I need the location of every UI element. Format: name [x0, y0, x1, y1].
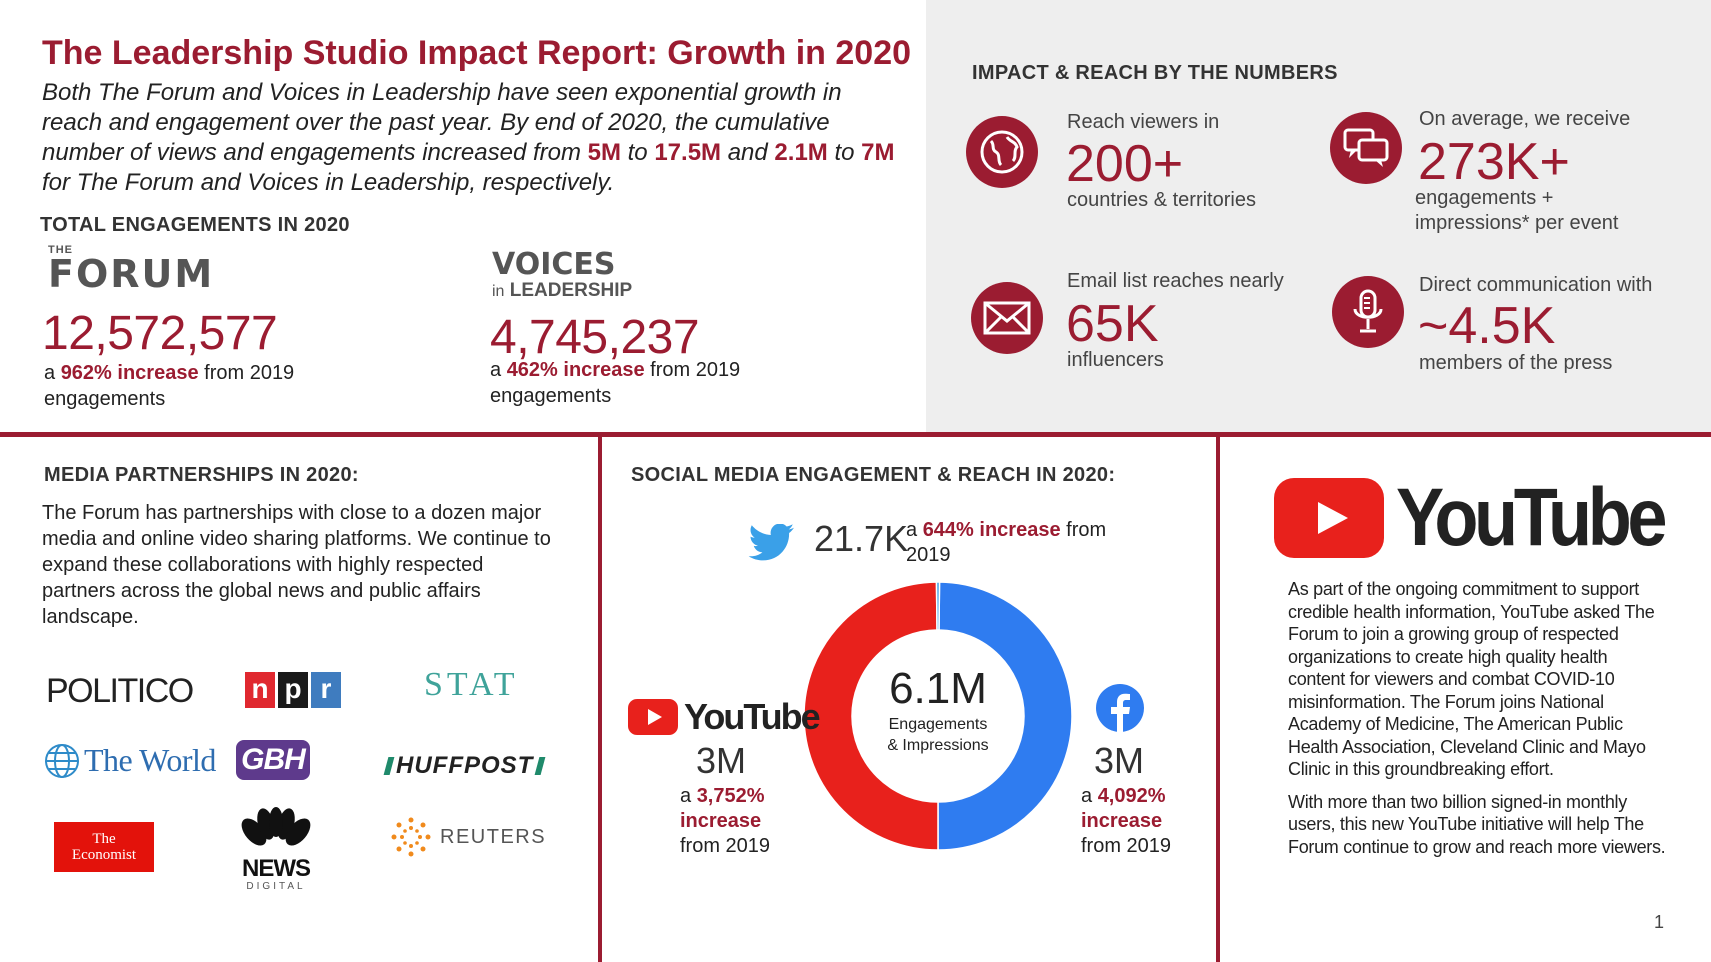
youtube-logo: YouTube	[1274, 477, 1700, 559]
youtube-paragraph: As part of the ongoing commitment to sup…	[1288, 579, 1655, 779]
intro-paragraph: Both The Forum and Voices in Leadership …	[42, 79, 895, 196]
donut-center: 6.1M Engagements & Impressions	[863, 664, 1013, 756]
page-title: The Leadership Studio Impact Report: Gro…	[42, 34, 912, 72]
page-number: 1	[1654, 912, 1665, 932]
stat-label: Direct communication with	[1419, 274, 1653, 296]
youtube-play-icon	[1274, 478, 1384, 558]
media-heading: MEDIA PARTNERSHIPS IN 2020:	[44, 464, 359, 486]
horizontal-divider	[0, 432, 1711, 437]
total-engagements-heading: TOTAL ENGAGEMENTS IN 2020	[40, 214, 350, 236]
stat-value: 65K	[1066, 295, 1159, 353]
youtube-paragraph: With more than two billion signed-in mon…	[1288, 791, 1666, 857]
media-body: The Forum has partnerships with close to…	[42, 502, 551, 628]
stat-logo: STAT	[424, 666, 519, 703]
forum-increase-text: a 962% increase from 2019 engagements	[44, 362, 295, 410]
youtube-small-logo: YouTube	[628, 696, 821, 738]
donut-slice-facebook	[937, 581, 1073, 851]
donut-label-line2: & Impressions	[887, 737, 989, 754]
reuters-dots-icon	[391, 817, 431, 857]
social-heading: SOCIAL MEDIA ENGAGEMENT & REACH IN 2020:	[631, 464, 1116, 486]
peacock-icon	[241, 807, 311, 846]
facebook-increase-text: a 4,092% increase from 2019	[1081, 785, 1172, 857]
microphone-icon	[1332, 276, 1404, 348]
youtube-value: 3M	[696, 740, 747, 781]
vil-increase-text: a 462% increase from 2019 engagements	[490, 359, 741, 407]
donut-slice-youtube	[803, 581, 939, 851]
stat-label: Email list reaches nearly	[1067, 270, 1284, 292]
reuters-logo: REUTERS	[390, 816, 546, 858]
the-world-logo: The World	[44, 742, 216, 779]
facebook-icon	[1096, 684, 1144, 732]
stat-sub: engagements + impressions* per event	[1415, 187, 1619, 234]
vil-total: 4,745,237	[490, 311, 700, 364]
twitter-value: 21.7K	[814, 518, 909, 559]
stat-value: 200+	[1066, 135, 1184, 193]
engagement-donut-chart	[803, 581, 1073, 851]
voices-in-leadership-logo: VOICES in LEADERSHIP	[492, 247, 633, 302]
huffpost-logo: HUFFPOST	[383, 752, 546, 780]
youtube-description: As part of the ongoing commitment to sup…	[1288, 578, 1668, 868]
globe-icon	[45, 743, 79, 778]
donut-slice-twitter	[935, 581, 941, 631]
nbc-news-logo: NEWS DIGITAL	[236, 806, 316, 892]
stat-value: 273K+	[1418, 133, 1570, 191]
stat-sub: members of the press	[1419, 352, 1613, 374]
donut-total: 6.1M	[889, 664, 987, 713]
envelope-icon	[971, 282, 1043, 354]
stat-label: On average, we receive	[1419, 108, 1631, 130]
chat-icon	[1330, 112, 1402, 184]
stat-sub: influencers	[1067, 349, 1164, 371]
vertical-divider	[598, 437, 602, 962]
politico-logo: POLITICO	[46, 671, 194, 710]
twitter-icon	[748, 524, 795, 561]
economist-logo: The Economist	[54, 822, 154, 872]
impact-heading: IMPACT & REACH BY THE NUMBERS	[972, 62, 1338, 84]
youtube-increase-text: a 3,752% increase from 2019	[680, 785, 771, 857]
facebook-value: 3M	[1094, 740, 1145, 781]
vertical-divider	[1216, 437, 1220, 962]
stat-value: ~4.5K	[1418, 297, 1556, 355]
donut-label-line1: Engagements	[888, 716, 988, 733]
npr-logo: n p r	[245, 672, 341, 708]
forum-logo: THE FORUM	[48, 244, 215, 296]
youtube-play-icon	[628, 699, 678, 735]
impact-panel	[926, 0, 1711, 432]
stat-sub: countries & territories	[1067, 189, 1256, 211]
twitter-increase-text: a 644% increase from 2019	[906, 519, 1107, 566]
gbh-logo: GBH	[236, 740, 310, 780]
forum-total: 12,572,577	[42, 307, 278, 360]
stat-label: Reach viewers in	[1067, 111, 1220, 133]
globe-icon	[966, 116, 1038, 188]
